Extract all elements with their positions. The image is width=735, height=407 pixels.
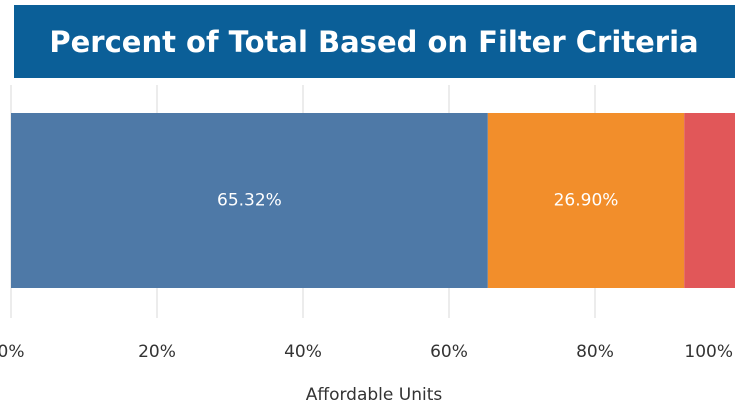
x-tick-label: 20%	[138, 342, 176, 362]
x-tick-label: 80%	[576, 342, 614, 362]
x-axis-label: Affordable Units	[306, 385, 443, 405]
bar-segment	[487, 113, 685, 288]
data-label: 26.90%	[554, 191, 619, 211]
x-tick-label: 60%	[430, 342, 468, 362]
x-tick-label: 0%	[0, 342, 24, 362]
title-banner	[14, 5, 735, 78]
data-label: 65.32%	[217, 191, 282, 211]
bar-segment	[684, 113, 735, 288]
bar-segment	[11, 113, 488, 288]
x-tick-label: 40%	[284, 342, 322, 362]
x-tick-label: 100%	[684, 342, 733, 362]
chart-title: Percent of Total Based on Filter Criteri…	[49, 25, 698, 59]
